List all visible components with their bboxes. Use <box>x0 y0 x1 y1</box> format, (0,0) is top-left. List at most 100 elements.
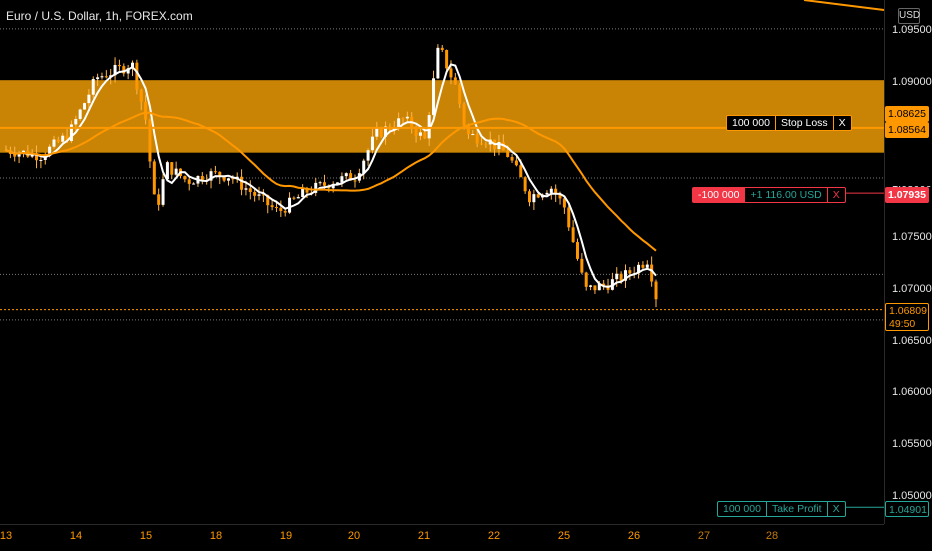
position-pnl[interactable]: +1 116.00 USD <box>745 187 828 203</box>
candle-body <box>366 150 370 161</box>
time-axis[interactable] <box>0 524 884 551</box>
candle-body <box>641 264 645 268</box>
candle-body <box>231 178 235 180</box>
candle-body <box>418 132 422 136</box>
candle-body <box>466 125 470 135</box>
time-tick-label: 13 <box>0 530 13 542</box>
candle-body <box>514 160 518 166</box>
candle-body <box>100 76 104 78</box>
candle-body <box>623 270 627 281</box>
candle-body <box>414 128 418 136</box>
candle-body <box>144 101 148 120</box>
position-price-tag: 1.07935 <box>885 187 929 203</box>
candle-body <box>379 128 383 137</box>
take-profit-qty[interactable]: 100 000 <box>717 501 767 517</box>
candle-body <box>96 77 100 80</box>
candle-body <box>571 227 575 243</box>
candle-body <box>187 179 191 184</box>
candle-body <box>318 182 322 184</box>
position-order[interactable]: -100 000 +1 116.00 USD X <box>692 187 846 203</box>
candle-body <box>122 66 126 74</box>
candle-body <box>61 135 65 142</box>
candle-body <box>170 162 174 175</box>
candle-body <box>270 205 274 208</box>
candle-body <box>462 103 466 126</box>
candle-body <box>349 173 353 181</box>
candle-body <box>139 89 143 102</box>
candle-body <box>471 134 475 136</box>
candle-body <box>126 68 130 74</box>
moving-averages <box>5 0 885 288</box>
candle-body <box>340 176 344 183</box>
stop-loss-close-button[interactable]: X <box>833 115 852 131</box>
candle-body <box>427 115 431 139</box>
candle-body <box>405 116 409 119</box>
candle-body <box>288 197 292 213</box>
time-tick-label: 28 <box>765 530 779 542</box>
candle-body <box>248 188 252 193</box>
position-qty[interactable]: -100 000 <box>692 187 746 203</box>
slow-ma-line <box>5 111 657 252</box>
candle-body <box>458 84 462 104</box>
candle-body <box>532 194 536 203</box>
fast-ma-line <box>5 63 657 288</box>
candle-body <box>506 150 510 157</box>
candle-body <box>602 283 606 286</box>
candle-body <box>152 161 156 195</box>
time-tick-label: 14 <box>69 530 83 542</box>
candle-body <box>174 168 178 175</box>
candle-body <box>148 119 152 162</box>
candle-body <box>445 49 449 69</box>
time-tick-label: 25 <box>557 530 571 542</box>
price-tick-label: 1.05000 <box>892 490 932 502</box>
candle-body <box>593 285 597 291</box>
price-tick-label: 1.09500 <box>892 24 932 36</box>
candle-body <box>257 194 261 196</box>
candle-body <box>283 210 287 213</box>
candle-body <box>436 47 440 79</box>
candle-body <box>453 77 457 85</box>
candle-body <box>370 136 374 151</box>
candle-body <box>274 207 278 209</box>
take-profit-label[interactable]: Take Profit <box>766 501 828 517</box>
candle-body <box>528 191 531 203</box>
price-tick-label: 1.06500 <box>892 334 932 347</box>
price-tick-label: 1.05500 <box>892 438 932 451</box>
time-tick-label: 26 <box>627 530 641 542</box>
candle-body <box>510 156 514 161</box>
stop-loss-label[interactable]: Stop Loss <box>775 115 834 131</box>
price-axis[interactable] <box>884 0 932 524</box>
time-tick-label: 22 <box>487 530 501 542</box>
stop-loss-qty[interactable]: 100 000 <box>726 115 776 131</box>
candle-body <box>362 160 366 174</box>
candle-body <box>375 128 379 137</box>
symbol-title[interactable]: Euro / U.S. Dollar, 1h, FOREX.com <box>6 9 193 23</box>
candle-body <box>331 184 335 189</box>
candle-body <box>78 109 82 120</box>
candle-body <box>519 165 523 178</box>
candle-body <box>637 264 641 274</box>
last-price-value: 1.06809 <box>889 305 927 317</box>
candle-body <box>39 159 43 161</box>
candle-body <box>650 264 654 282</box>
price-tick-label: 1.09000 <box>892 75 932 88</box>
candle-body <box>536 194 540 198</box>
candle-body <box>35 153 39 161</box>
currency-badge[interactable]: USD <box>898 8 920 24</box>
candle-body <box>401 118 405 120</box>
candle-body <box>575 242 579 259</box>
candle-body <box>104 76 108 78</box>
stop-loss-order[interactable]: 100 000 Stop Loss X <box>726 115 852 131</box>
candle-body <box>567 207 571 228</box>
candle-body <box>397 118 401 129</box>
candle-body <box>589 285 593 287</box>
take-profit-close-button[interactable]: X <box>827 501 846 517</box>
candle-body <box>135 62 139 90</box>
position-close-button[interactable]: X <box>827 187 846 203</box>
candle-body <box>17 153 21 157</box>
take-profit-order[interactable]: 100 000 Take Profit X <box>717 501 846 517</box>
candle-body <box>344 173 348 177</box>
candle-body <box>292 197 296 199</box>
stop-loss-price-tag: 1.08564 <box>885 122 929 138</box>
